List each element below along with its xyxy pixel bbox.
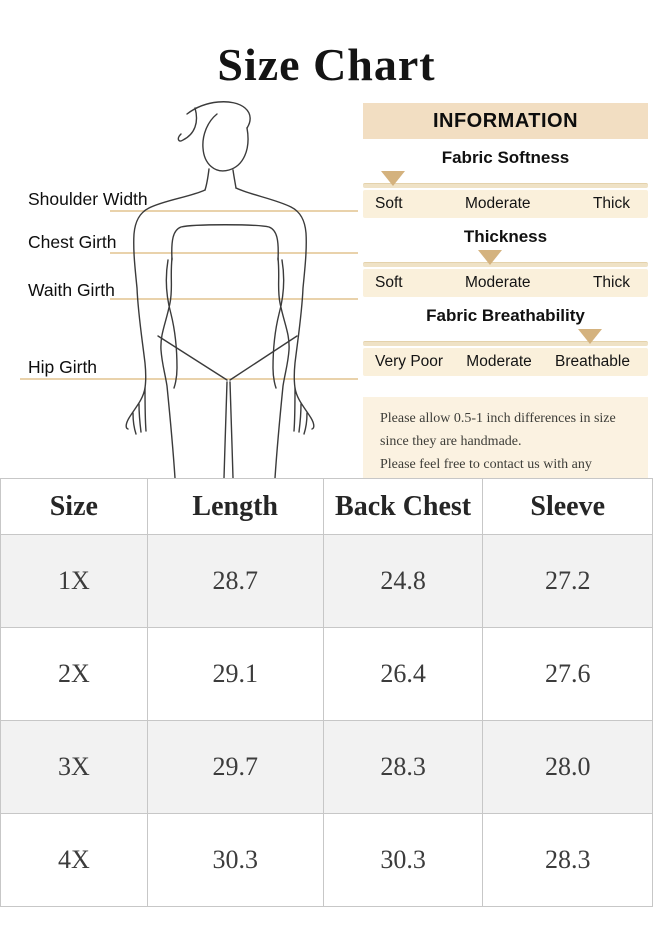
section-title-fabric-breathability: Fabric Breathability — [426, 306, 585, 325]
level-label: Very Poor — [375, 353, 444, 370]
size-table-header-row: Size Length Back Chest Sleeve — [0, 478, 653, 535]
fabric-breathability-levels: Very Poor Moderate Breathable — [363, 348, 648, 376]
figure-right-torso — [274, 257, 290, 478]
figure-head — [202, 113, 249, 172]
level-label: Soft — [375, 195, 403, 212]
measure-label-hip-girth: Hip Girth — [28, 357, 98, 377]
figure-hair-strand — [177, 107, 198, 142]
cell-back-chest: 26.4 — [322, 627, 484, 721]
level-label: Moderate — [465, 274, 531, 291]
hip-girth-line — [20, 378, 358, 380]
level-label: Thick — [592, 195, 630, 212]
thickness-levels: Soft Moderate Thick — [363, 269, 648, 297]
cell-length: 28.7 — [146, 534, 324, 628]
cell-size: 3X — [0, 720, 148, 814]
chest-girth-line — [110, 252, 358, 254]
figure-inner-thighs — [223, 381, 234, 478]
table-row: 3X 29.7 28.3 28.0 — [0, 720, 653, 814]
measure-label-chest-girth: Chest Girth — [28, 232, 117, 252]
indicator-triangle-icon — [578, 329, 602, 344]
note-line: since they are handmade. — [380, 434, 522, 449]
cell-back-chest: 24.8 — [322, 534, 484, 628]
thickness-indicator — [363, 250, 648, 268]
fabric-breathability-indicator — [363, 329, 648, 347]
level-label: Moderate — [465, 195, 531, 212]
information-header: INFORMATION — [363, 103, 648, 139]
note-line: Please allow 0.5-1 inch differences in s… — [380, 411, 616, 426]
figure-crotch-v — [157, 335, 298, 381]
information-panel: INFORMATION Fabric Softness Soft Moderat… — [363, 103, 648, 509]
section-title-thickness: Thickness — [463, 227, 548, 246]
table-row: 1X 28.7 24.8 27.2 — [0, 534, 653, 628]
level-label: Breathable — [555, 353, 630, 370]
fabric-softness-levels: Soft Moderate Thick — [363, 190, 648, 218]
cell-length: 29.7 — [146, 720, 324, 814]
cell-sleeve: 27.2 — [482, 534, 653, 628]
level-label: Thick — [592, 274, 630, 291]
figure-right-hand — [293, 387, 315, 435]
measure-label-shoulder-width: Shoulder Width — [28, 189, 148, 209]
fabric-softness-indicator — [363, 171, 648, 189]
waist-girth-line — [110, 298, 358, 300]
section-title-fabric-softness: Fabric Softness — [441, 148, 570, 167]
measure-label-waist-girth: Waith Girth — [28, 280, 115, 300]
table-row: 2X 29.1 26.4 27.6 — [0, 627, 653, 721]
figure-left-arm — [133, 189, 206, 389]
indicator-bar — [363, 183, 648, 188]
column-header-back-chest: Back Chest — [322, 478, 484, 535]
cell-length: 29.1 — [146, 627, 324, 721]
cell-sleeve: 28.3 — [482, 813, 653, 907]
cell-sleeve: 27.6 — [482, 627, 653, 721]
figure-neck — [204, 168, 237, 191]
cell-sleeve: 28.0 — [482, 720, 653, 814]
indicator-bar — [363, 341, 648, 346]
body-figure-illustration — [125, 101, 315, 478]
column-header-sleeve: Sleeve — [482, 478, 653, 535]
shoulder-width-line — [110, 210, 358, 212]
cell-size: 4X — [0, 813, 148, 907]
level-label: Moderate — [466, 353, 532, 370]
cell-back-chest: 30.3 — [322, 813, 484, 907]
column-header-length: Length — [146, 478, 324, 535]
figure-left-torso — [160, 257, 176, 478]
cell-back-chest: 28.3 — [322, 720, 484, 814]
level-label: Soft — [375, 274, 403, 291]
size-table: Size Length Back Chest Sleeve 1X 28.7 24… — [0, 478, 653, 907]
figure-hair — [186, 101, 251, 129]
column-header-size: Size — [0, 478, 148, 535]
indicator-bar — [363, 262, 648, 267]
figure-bandeau-top — [171, 224, 279, 261]
page-title: Size Chart — [217, 39, 436, 90]
figure-right-inner-arm — [272, 259, 285, 389]
table-row: 4X 30.3 30.3 28.3 — [0, 813, 653, 907]
cell-size: 2X — [0, 627, 148, 721]
figure-left-hand — [125, 387, 147, 435]
cell-length: 30.3 — [146, 813, 324, 907]
figure-left-inner-arm — [165, 259, 178, 389]
indicator-triangle-icon — [381, 171, 405, 186]
figure-right-arm — [235, 187, 307, 389]
indicator-triangle-icon — [478, 250, 502, 265]
cell-size: 1X — [0, 534, 148, 628]
